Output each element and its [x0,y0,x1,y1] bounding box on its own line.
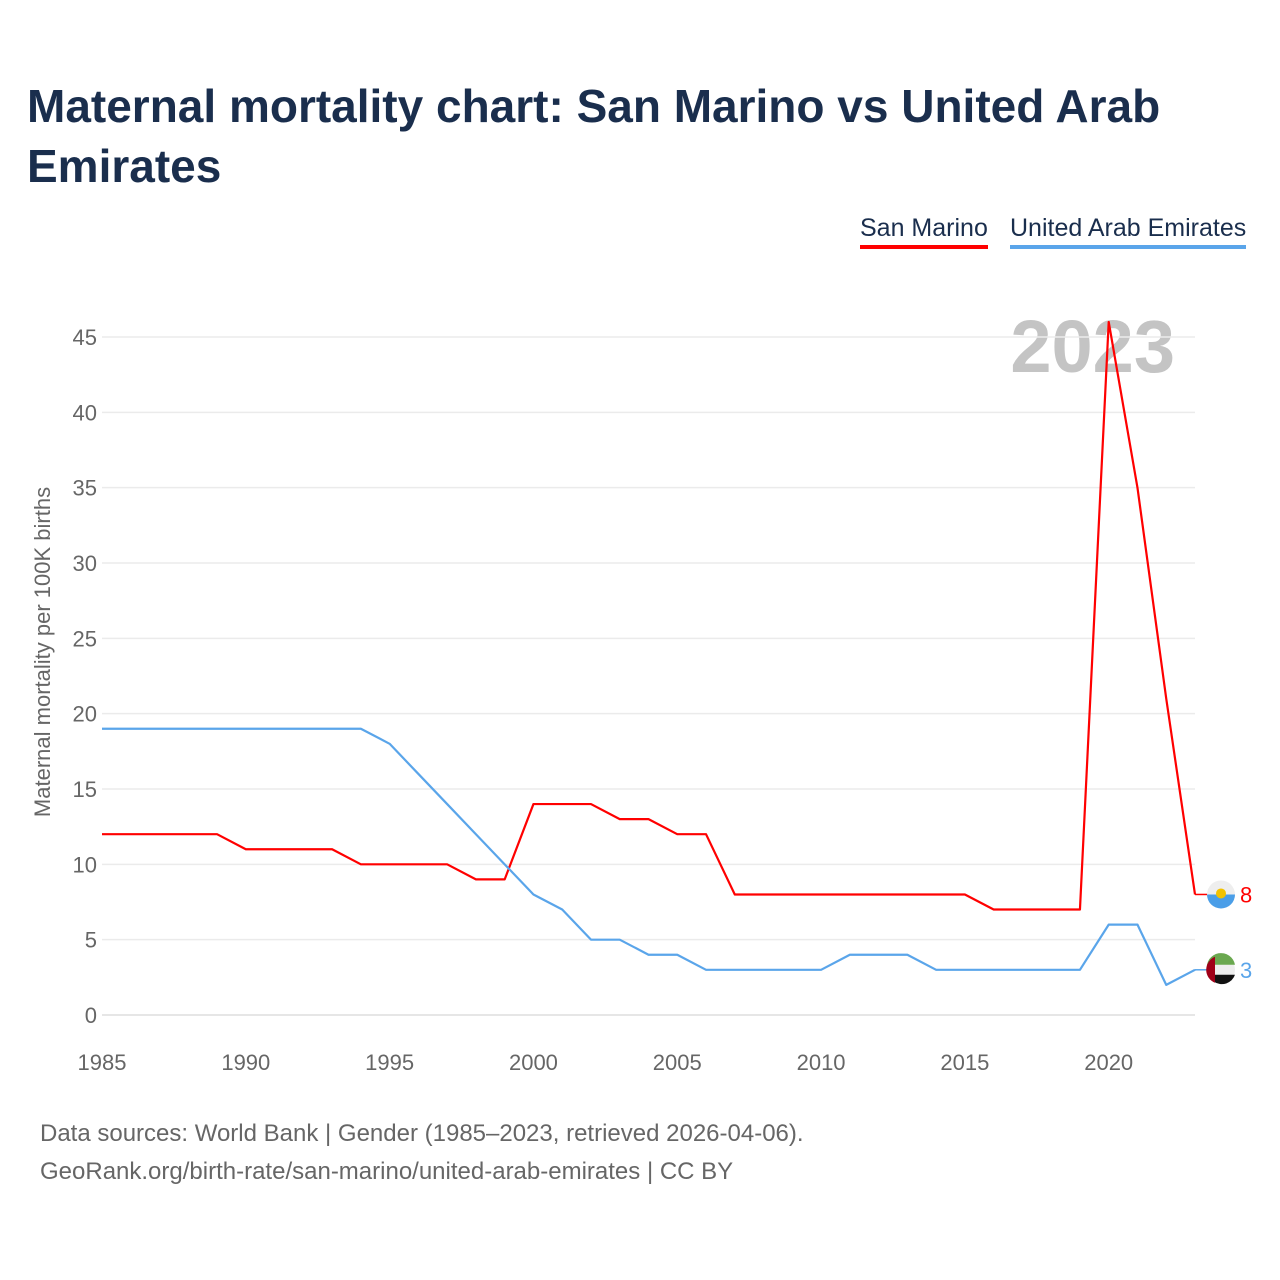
san-marino-flag-icon [1207,894,1235,909]
y-tick-label: 25 [73,626,97,651]
y-axis-label: Maternal mortality per 100K births [30,487,55,817]
x-tick-label: 2005 [653,1050,702,1075]
x-tick-label: 2010 [797,1050,846,1075]
y-tick-label: 0 [85,1003,97,1028]
uae-flag-icon [1214,974,1235,985]
y-tick-label: 35 [73,476,97,501]
x-tick-label: 2015 [940,1050,989,1075]
x-tick-label: 1995 [365,1050,414,1075]
uae-flag-icon [1206,956,1215,983]
y-tick-label: 40 [73,400,97,425]
page-title: Maternal mortality chart: San Marino vs … [27,80,1161,192]
end-value-label: 3 [1240,958,1252,983]
footer-link[interactable]: GeoRank.org/birth-rate/san-marino/united… [40,1158,734,1185]
x-tick-label: 1985 [78,1050,127,1075]
x-tick-label: 1990 [221,1050,270,1075]
year-watermark: 2023 [1010,305,1175,388]
x-tick-label: 2020 [1084,1050,1133,1075]
legend-item-uae[interactable]: United Arab Emirates [1010,214,1247,249]
y-tick-label: 5 [85,928,97,953]
x-tick-label: 2000 [509,1050,558,1075]
y-tick-label: 45 [73,325,97,350]
end-value-label: 8 [1240,882,1252,907]
series-line-san-marino [102,320,1197,911]
y-tick-label: 15 [73,777,97,802]
legend-item-san-marino[interactable]: San Marino [860,214,988,249]
san-marino-flag-icon [1216,888,1226,899]
y-tick-label: 10 [73,852,97,877]
series-line-uae [102,727,1196,986]
y-tick-label: 30 [73,551,97,576]
y-tick-label: 20 [73,702,97,727]
footer-source: Data sources: World Bank | Gender (1985–… [40,1120,804,1147]
